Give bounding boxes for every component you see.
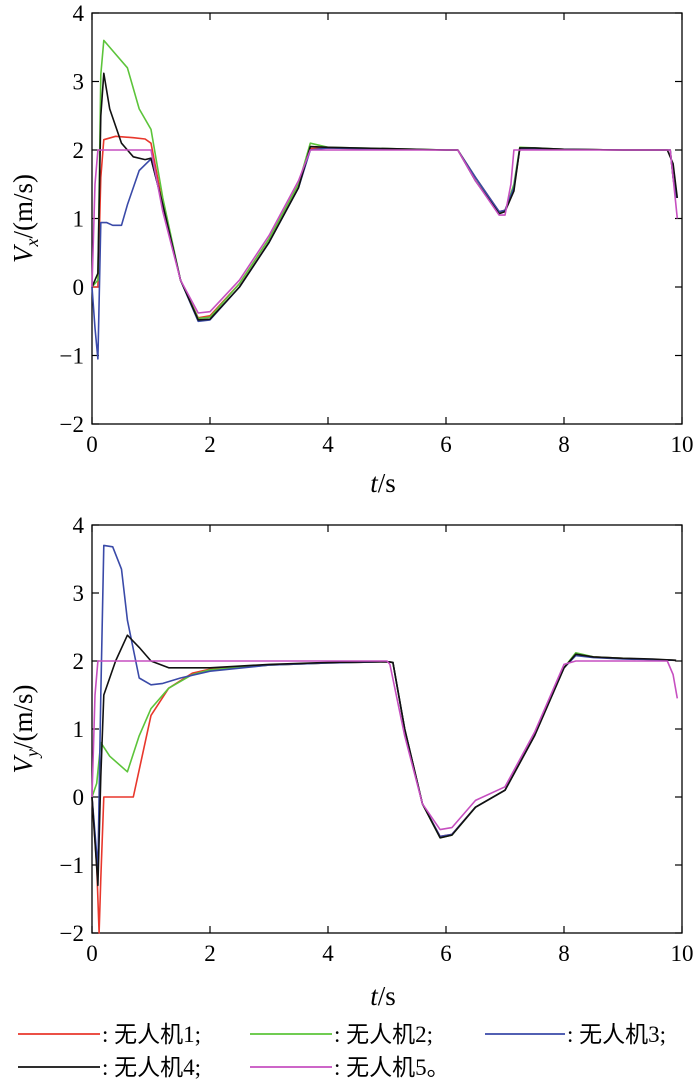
plot-frame — [91, 12, 683, 425]
x-axis-label: t/s — [370, 468, 396, 498]
legend-item-1: : 无人机1; — [18, 1022, 201, 1047]
series-line-4 — [91, 72, 679, 321]
y-axis-label: Vy/(m/s) — [8, 685, 42, 774]
y-tick-label: 0 — [73, 785, 85, 810]
legend-item-3: : 无人机3; — [485, 1022, 666, 1047]
y-tick-label: −1 — [60, 344, 84, 369]
x-tick-label: 0 — [86, 432, 98, 457]
y-tick-label: −1 — [60, 853, 84, 878]
series-line-5 — [91, 660, 679, 831]
x-tick-label: 4 — [322, 941, 334, 966]
x-tick-label: 8 — [558, 941, 570, 966]
x-axis-label: t/s — [370, 981, 396, 1011]
series-line-1 — [92, 135, 677, 319]
y-axis-label: Vx/(m/s) — [8, 174, 42, 263]
y-tick-label: 2 — [73, 649, 85, 674]
y-tick-label: 3 — [73, 581, 85, 606]
legend-label: : 无人机1; — [102, 1022, 201, 1047]
y-tick-label: 2 — [73, 138, 85, 163]
chart-panel-1: 0 2 4 6 8 10 −2 −1 0 1 2 3 4 t/s Vx/(m/s) — [8, 1, 694, 498]
series-line-5 — [91, 149, 679, 314]
y-tick-label: 1 — [73, 207, 85, 232]
x-tick-label: 6 — [440, 941, 452, 966]
series-line-1 — [91, 653, 677, 934]
legend-label: : 无人机5。 — [334, 1055, 450, 1080]
x-tick-label: 2 — [204, 941, 216, 966]
series-line-3 — [91, 147, 677, 360]
y-tick-label: 4 — [73, 513, 85, 538]
x-tick-label: 10 — [671, 432, 694, 457]
x-tick-label: 10 — [671, 941, 694, 966]
y-tick-label: 0 — [73, 275, 85, 300]
series-line-3 — [91, 544, 677, 870]
x-tick-label: 4 — [322, 432, 334, 457]
legend-item-5: : 无人机5。 — [250, 1055, 450, 1080]
legend-item-4: : 无人机4; — [18, 1055, 201, 1080]
legend-item-2: : 无人机2; — [250, 1022, 433, 1047]
legend-label: : 无人机4; — [102, 1055, 201, 1080]
x-tick-label: 8 — [558, 432, 570, 457]
x-tick-label: 0 — [86, 941, 98, 966]
legend: : 无人机1; : 无人机2; : 无人机3; : 无人机4; : 无人机5。 — [18, 1022, 666, 1080]
y-tick-label: 4 — [73, 1, 85, 26]
chart-panel-2: 0 2 4 6 8 10 −2 −1 0 1 2 3 4 t/s Vy/(m/s) — [8, 513, 694, 1011]
x-tick-label: 6 — [440, 432, 452, 457]
y-tick-label: 1 — [73, 717, 85, 742]
legend-label: : 无人机2; — [334, 1022, 433, 1047]
legend-label: : 无人机3; — [567, 1022, 666, 1047]
plot-frame — [91, 524, 683, 934]
y-tick-label: 3 — [73, 70, 85, 95]
series-line-4 — [91, 634, 677, 887]
y-tick-label: −2 — [60, 412, 84, 437]
y-tick-label: −2 — [60, 921, 84, 946]
x-tick-label: 2 — [204, 432, 216, 457]
